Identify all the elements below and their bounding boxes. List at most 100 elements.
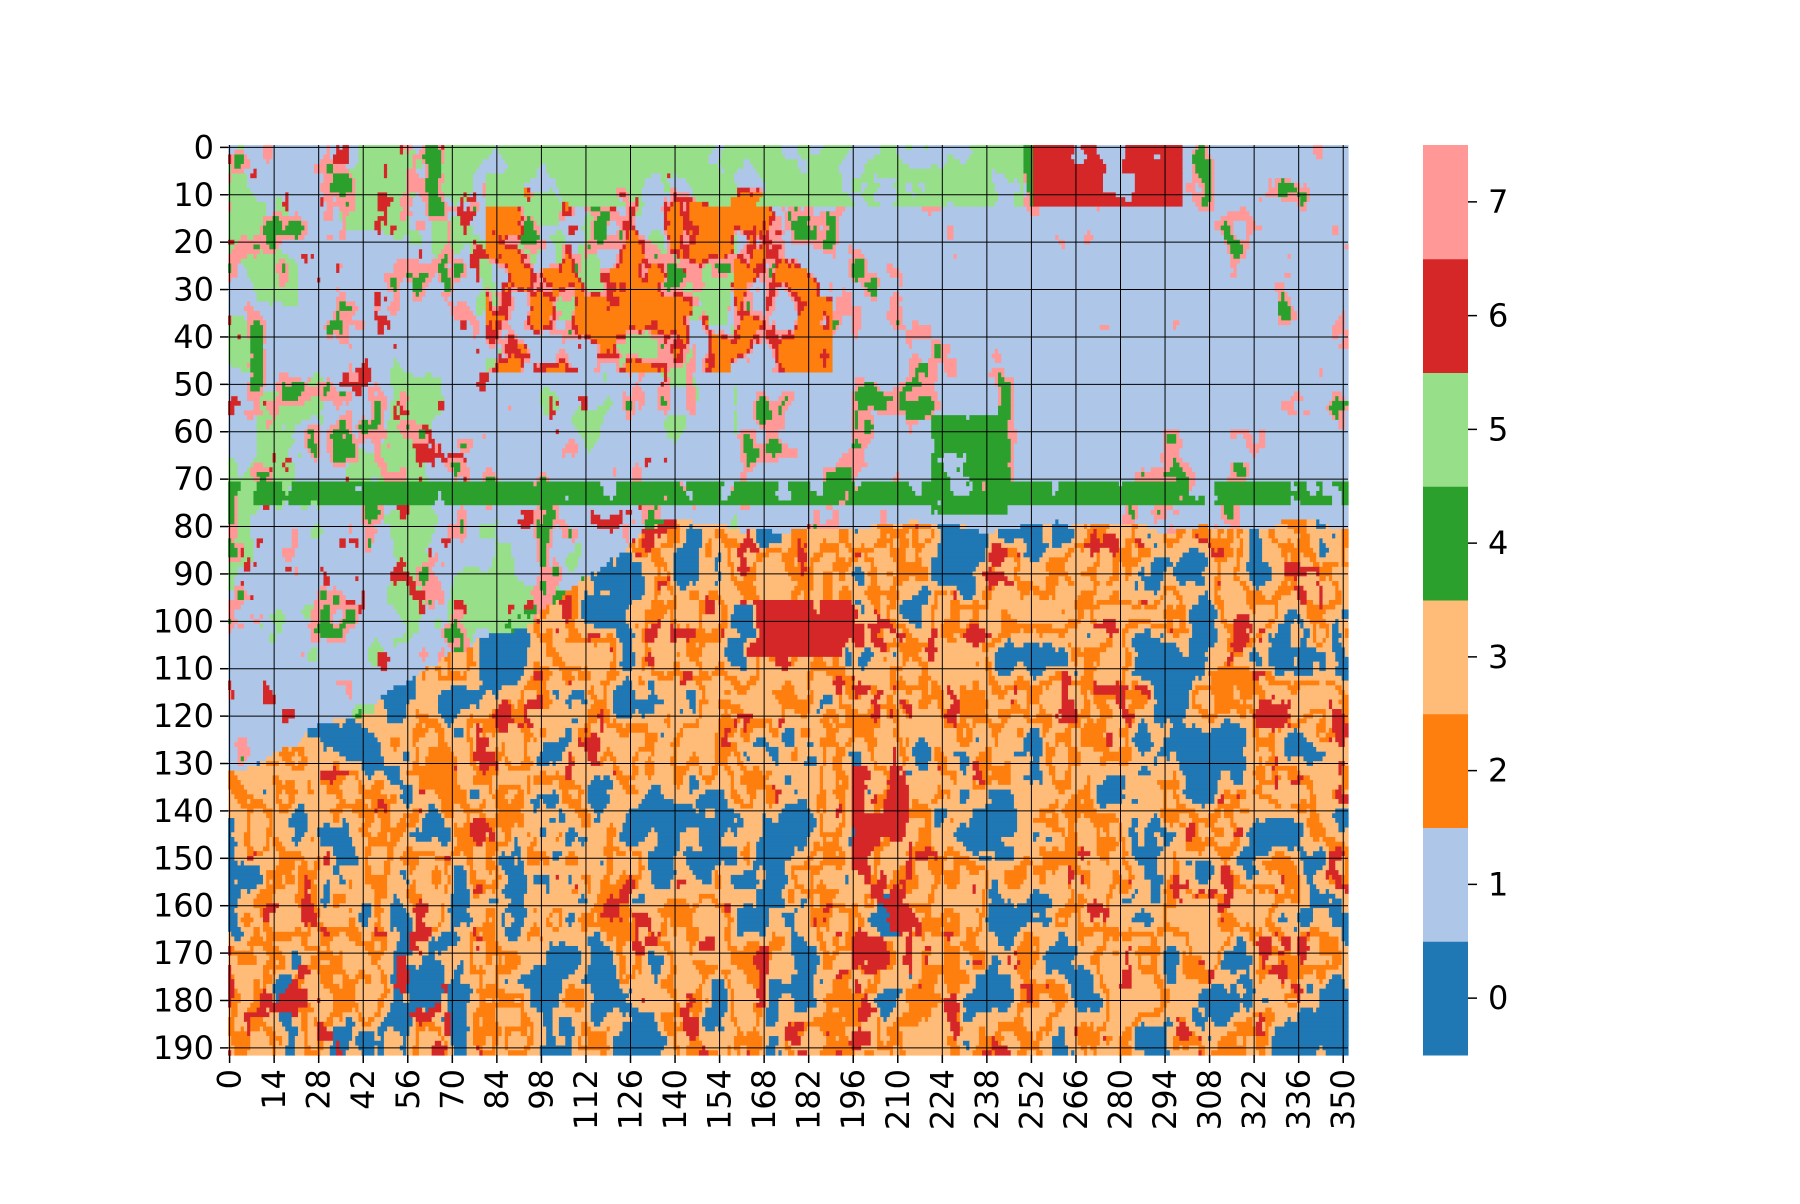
heatmap-cell-run [231,249,261,255]
heatmap-cell-run [390,443,414,449]
heatmap-cell-run [1230,472,1238,478]
heatmap-cell-run [928,363,939,369]
heatmap-cell-run [590,230,595,236]
heatmap-cell-run [266,325,325,331]
heatmap-cell-run [749,358,776,364]
heatmap-cell-run [740,258,748,265]
heatmap-cell-run [243,306,255,312]
heatmap-cell-run [460,220,471,227]
heatmap-cell-run [549,263,560,269]
heatmap-cell-run [1319,538,1324,544]
heatmap-cell-run [791,528,808,535]
heatmap-cell-run [380,230,385,236]
heatmap-cell-run [393,344,398,350]
heatmap-cell-run [555,514,560,521]
heatmap-cell-run [600,291,608,298]
heatmap-cell-run [323,377,328,383]
heatmap-cell-run [234,244,255,250]
heatmap-cell-run [1090,547,1101,554]
heatmap-cell-run [1243,552,1250,558]
heatmap-cell-run [571,268,576,274]
heatmap-cell-run [660,509,815,516]
heatmap-cell-run [1176,533,1184,539]
heatmap-cell-run [298,396,312,402]
heatmap-cell-run [778,434,853,440]
heatmap-cell-run [479,320,487,326]
heatmap-cell-run [870,562,875,568]
heatmap-cell-run [721,154,786,160]
heatmap-cell-run [485,467,493,473]
heatmap-cell-run [323,405,337,412]
heatmap-cell-run [832,514,840,521]
heatmap-cell-run [778,396,786,402]
heatmap-cell-run [571,329,576,336]
heatmap-cell-run [1134,173,1184,179]
heatmap-cell-run [756,339,760,345]
heatmap-cell-run [1007,178,1015,184]
heatmap-cell-run [228,344,251,350]
heatmap-cell-run [638,377,643,383]
heatmap-cell-run [275,386,283,393]
heatmap-cell-run [616,220,624,227]
heatmap-cell-run [838,457,865,464]
heatmap-cell-run [374,315,388,321]
heatmap-cell-run [558,197,563,203]
heatmap-cell-run [574,282,582,288]
heatmap-cell-run [1195,533,1200,539]
heatmap-cell-run [425,211,430,217]
heatmap-cell-run [772,353,776,359]
heatmap-cell-run [918,377,939,383]
heatmap-cell-run [431,220,449,227]
heatmap-cell-run [243,543,255,549]
heatmap-cell-run [342,225,347,231]
heatmap-cell-run [676,353,684,359]
heatmap-cell-run [679,348,684,355]
heatmap-cell-run [1134,533,1149,539]
heatmap-cell-run [823,225,830,231]
heatmap-cell-run [609,216,630,222]
heatmap-cell-run [686,400,697,407]
heatmap-cell-run [756,201,856,208]
heatmap-cell-run [848,533,881,539]
heatmap-cell-run [638,263,643,269]
heatmap-cell-run [294,424,309,430]
heatmap-cell-run [485,315,506,321]
heatmap-cell-run [1010,415,1015,421]
heatmap-cell-run [412,211,426,217]
heatmap-cell-run [768,291,776,298]
heatmap-cell-run [756,263,767,269]
heatmap-cell-run [447,258,465,265]
heatmap-cell-run [753,538,757,544]
heatmap-cell-run [1262,552,1282,558]
heatmap-cell-run [810,486,824,492]
heatmap-cell-run [641,206,662,212]
heatmap-cell-run [368,396,388,402]
heatmap-cell-run [403,206,410,212]
heatmap-cell-run [1230,467,1235,473]
heatmap-cell-run [555,296,560,303]
heatmap-cell-run [625,367,659,374]
heatmap-cell-run [342,400,347,407]
heatmap-cell-run [870,291,878,298]
heatmap-cell-run [259,405,267,412]
heatmap-cell-run [425,547,430,554]
heatmap-cell-run [259,230,264,236]
heatmap-cell-run [329,377,344,383]
heatmap-cell-run [606,291,614,298]
heatmap-cell-run [1182,187,1187,193]
heatmap-cell-run [1080,547,1085,554]
heatmap-cell-run [336,386,353,393]
heatmap-cell-run [1013,424,1340,430]
heatmap-cell-run [1338,315,1346,321]
heatmap-cell-run [826,296,834,303]
heatmap-cell-run [765,244,770,250]
heatmap-cell-run [600,263,614,269]
heatmap-cell-run [593,235,608,241]
heatmap-cell-run [288,220,302,227]
heatmap-cell-run [778,254,786,260]
heatmap-cell-run [336,268,340,274]
heatmap-cell-run [584,230,592,236]
heatmap-cell-run [1236,263,1349,269]
heatmap-cell-run [336,310,340,317]
heatmap-cell-run [498,254,503,260]
